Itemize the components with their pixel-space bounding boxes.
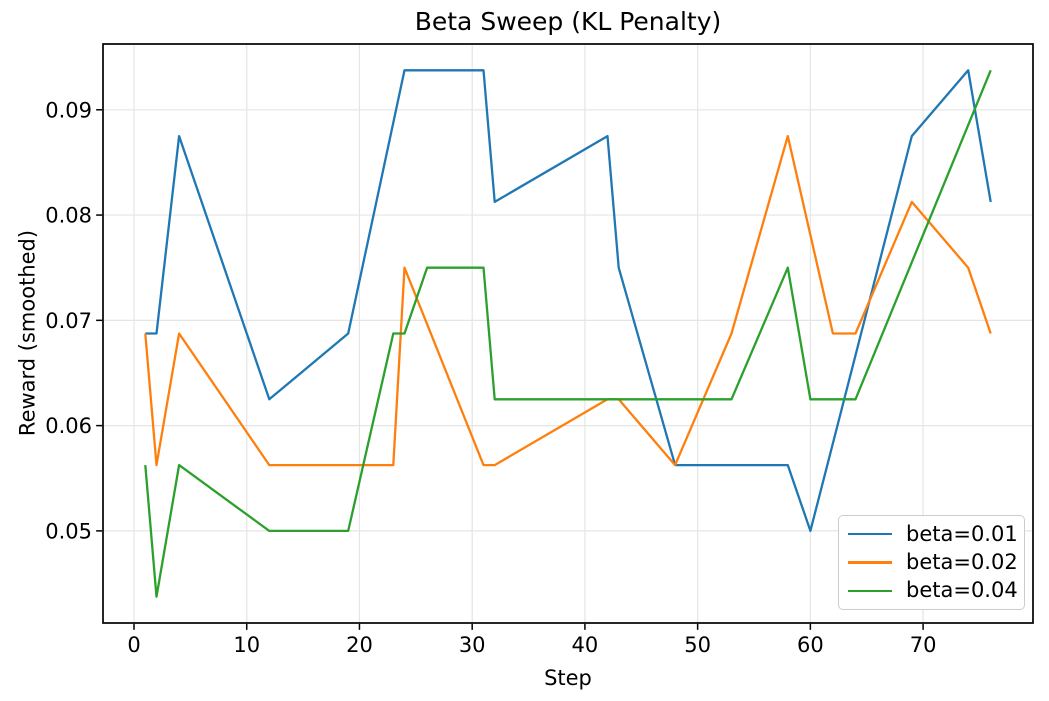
legend-entry: beta=0.01 — [839, 521, 1024, 546]
x-tick-label: 40 — [572, 633, 599, 657]
legend-entry: beta=0.04 — [839, 579, 1024, 602]
legend-line-swatch — [848, 532, 892, 536]
legend-entry-label: beta=0.02 — [906, 549, 1018, 574]
series-line-beta=0.01 — [145, 69, 992, 533]
y-tick-label: 0.08 — [45, 204, 92, 228]
y-tick-label: 0.05 — [45, 519, 92, 543]
x-tick-label: 30 — [459, 633, 486, 657]
x-tick-label: 60 — [797, 633, 824, 657]
legend: beta=0.01 beta=0.02 beta=0.04 — [838, 515, 1025, 610]
axes-spines — [102, 43, 1034, 624]
x-tick-label: 20 — [346, 633, 373, 657]
legend-entry-label: beta=0.01 — [906, 521, 1018, 546]
grid — [103, 44, 1033, 623]
x-tick-label: 50 — [684, 633, 711, 657]
series-line-beta=0.02 — [144, 134, 992, 467]
x-tick-label: 10 — [233, 633, 260, 657]
y-tick-label: 0.07 — [45, 309, 92, 333]
series-line-beta=0.04 — [144, 69, 992, 598]
legend-line-swatch — [848, 589, 892, 593]
legend-line-swatch — [848, 561, 892, 564]
axis-ticks — [96, 109, 924, 630]
y-tick-label: 0.06 — [45, 414, 92, 438]
x-tick-label: 0 — [127, 633, 140, 657]
x-tick-label: 70 — [910, 633, 937, 657]
legend-entry: beta=0.02 — [839, 549, 1024, 574]
tick-labels: 0 10 20 30 40 50 60 70 0.05 0.06 0.07 0.08 0.09 — [45, 98, 936, 657]
legend-entry-label: beta=0.04 — [906, 578, 1018, 603]
chart-title: Beta Sweep (KL Penalty) — [414, 7, 722, 36]
x-axis-label: Step — [544, 666, 592, 690]
y-tick-label: 0.09 — [45, 98, 92, 122]
y-axis-label: Reward (smoothed) — [15, 229, 40, 437]
